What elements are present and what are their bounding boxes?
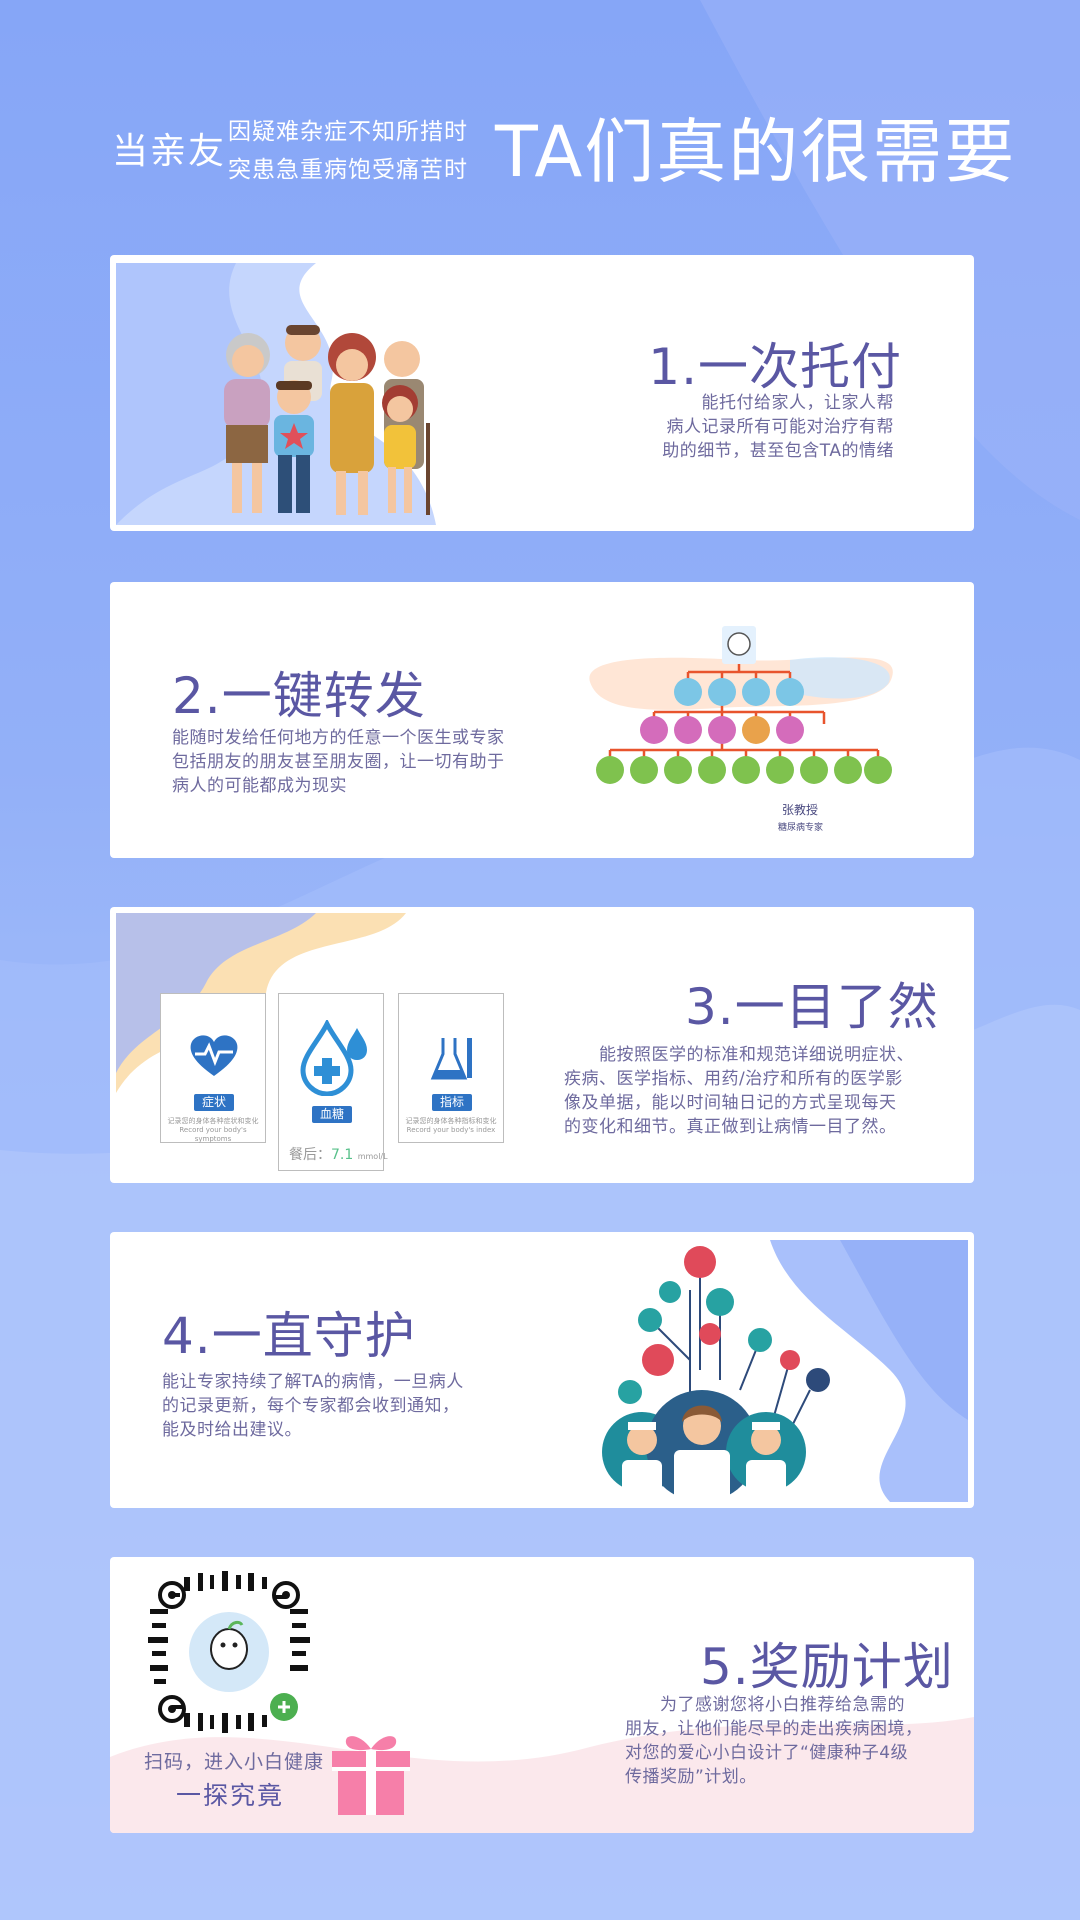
medical-team-illustration — [602, 1240, 968, 1502]
section-desc-4: 能让专家持续了解TA的病情，一旦病人 的记录更新，每个专家都会收到通知， 能及时… — [162, 1370, 464, 1442]
section-card-entrust: 1.一次托付 能托付给家人，让家人帮 病人记录所有可能对治疗有帮 助的细节，甚至… — [110, 255, 974, 531]
desc-line: 疾病、医学指标、用药/治疗和所有的医学影 — [564, 1069, 903, 1089]
section-desc-5: 为了感谢您将小白推荐给急需的 朋友，让他们能尽早的走出疾病困境， 对您的爱心小白… — [625, 1693, 923, 1789]
glucose-reading: 餐后：7.1 mmol/L — [289, 1144, 388, 1164]
desc-line: 传播奖励”计划。 — [625, 1767, 757, 1787]
section-desc-2: 能随时发给任何地方的任意一个医生或专家 包括朋友的朋友甚至朋友圈，让一切有助于 … — [172, 726, 505, 798]
desc-line: 能随时发给任何地方的任意一个医生或专家 — [172, 728, 505, 748]
mini-program-qr-code[interactable] — [146, 1569, 312, 1735]
index-tag: 指标 — [432, 1094, 472, 1111]
section-title-4: 4.一直守护 — [162, 1307, 416, 1365]
section-title-1: 1.一次托付 — [648, 338, 902, 396]
expert-title: 糖尿病专家 — [778, 823, 824, 833]
desc-line: 对您的爱心小白设计了“健康种子4级 — [625, 1743, 909, 1763]
desc-line: 为了感谢您将小白推荐给急需的 — [625, 1695, 905, 1715]
desc-line: 能托付给家人，让家人帮 — [701, 393, 894, 413]
section-title-3: 3.一目了然 — [685, 978, 939, 1036]
section-title-2: 2.一键转发 — [172, 667, 426, 725]
blood-drop-icon — [300, 1020, 367, 1096]
desc-line: 包括朋友的朋友甚至朋友圈，让一切有助于 — [172, 752, 505, 772]
referral-tree-illustration — [589, 626, 893, 784]
desc-line: 病人的可能都成为现实 — [172, 776, 347, 796]
symptom-tag: 症状 — [194, 1094, 234, 1111]
desc-line: 像及单据，能以时间轴日记的方式呈现每天 — [564, 1093, 897, 1113]
index-caption-sub: Record your body's index — [406, 1126, 496, 1134]
symptom-caption: 记录您的身体各种症状和变化 — [167, 1117, 259, 1125]
section-card-overview: 症状 记录您的身体各种症状和变化 Record your body's symp… — [110, 907, 974, 1183]
flask-icon — [430, 1038, 472, 1080]
desc-line: 朋友，让他们能尽早的走出疾病困境， — [625, 1719, 923, 1739]
qr-caption: 扫码，进入小白健康 — [144, 1751, 325, 1773]
symptom-card: 症状 记录您的身体各种症状和变化 Record your body's symp… — [160, 993, 266, 1143]
heart-icon — [190, 1035, 238, 1076]
section-card-guard: 4.一直守护 能让专家持续了解TA的病情，一旦病人 的记录更新，每个专家都会收到… — [110, 1232, 974, 1508]
qr-caption-2: 一探究竟 — [176, 1781, 285, 1810]
section-desc-3: 能按照医学的标准和规范详细说明症状、 疾病、医学指标、用药/治疗和所有的医学影 … — [564, 1043, 914, 1139]
blood-sugar-card: 血糖 餐后：7.1 mmol/L — [278, 993, 388, 1171]
section-title-5: 5.奖励计划 — [700, 1638, 954, 1696]
header-line-2: 突患急重病饱受痛苦时 — [228, 157, 468, 183]
glucose-unit: mmol/L — [357, 1152, 388, 1161]
gift-icon — [332, 1736, 410, 1815]
desc-line: 助的细节，甚至包含TA的情绪 — [662, 441, 894, 461]
section-card-forward: 2.一键转发 能随时发给任何地方的任意一个医生或专家 包括朋友的朋友甚至朋友圈，… — [110, 582, 974, 858]
section-desc-1: 能托付给家人，让家人帮 病人记录所有可能对治疗有帮 助的细节，甚至包含TA的情绪 — [662, 391, 894, 463]
desc-line: 病人记录所有可能对治疗有帮 — [666, 417, 894, 437]
desc-line: 能及时给出建议。 — [162, 1420, 302, 1440]
index-caption: 记录您的身体各种指标和变化 — [405, 1117, 497, 1125]
expert-name: 张教授 — [782, 803, 819, 817]
index-card: 指标 记录您的身体各种指标和变化 Record your body's inde… — [398, 993, 504, 1143]
desc-line: 能让专家持续了解TA的病情，一旦病人 — [162, 1372, 464, 1392]
section-card-reward: 扫码，进入小白健康 一探究竟 5.奖励计划 为了感谢您将小白推荐给急需的 朋友，… — [110, 1557, 974, 1833]
desc-line: 能按照医学的标准和规范详细说明症状、 — [564, 1045, 914, 1065]
page-header: 当亲友 因疑难杂症不知所措时 突患急重病饱受痛苦时 TA们真的很需要 — [0, 0, 1080, 250]
glucose-value: 7.1 — [331, 1147, 354, 1163]
symptom-caption-sub: Record your body's symptoms — [179, 1126, 247, 1143]
family-illustration — [116, 263, 436, 525]
header-title: TA们真的很需要 — [495, 111, 1017, 193]
desc-line: 的变化和细节。真正做到让病情一目了然。 — [564, 1117, 897, 1137]
desc-line: 的记录更新，每个专家都会收到通知， — [162, 1396, 460, 1416]
card-5-background-shape — [110, 1717, 974, 1833]
glucose-label: 餐后： — [289, 1147, 331, 1163]
header-prefix: 当亲友 — [112, 131, 227, 172]
header-line-1: 因疑难杂症不知所措时 — [228, 119, 468, 145]
blood-sugar-tag: 血糖 — [312, 1106, 352, 1123]
